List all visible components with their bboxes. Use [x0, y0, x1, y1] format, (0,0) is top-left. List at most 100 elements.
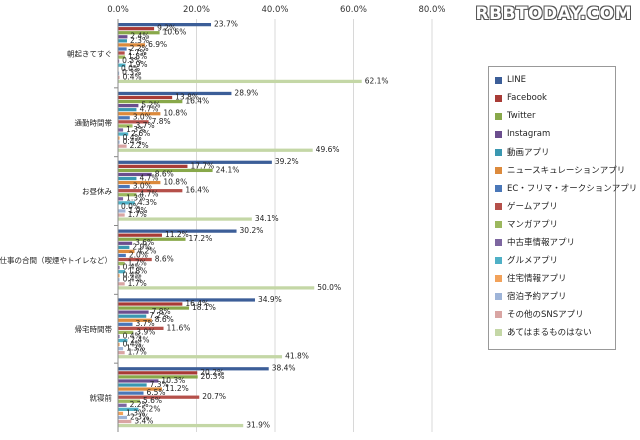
bar	[118, 342, 120, 347]
data-label: 17.2%	[189, 234, 213, 243]
data-label: 6.5%	[147, 388, 166, 397]
bar	[118, 116, 130, 120]
data-label: 1.7%	[128, 348, 147, 357]
bar	[118, 367, 269, 371]
bar	[118, 257, 152, 262]
data-label: 23.7%	[214, 20, 238, 29]
data-label: 62.1%	[365, 76, 389, 85]
data-label: 6.9%	[148, 40, 167, 49]
bar	[118, 193, 137, 197]
legend-item: ゲームアプリ	[495, 197, 615, 215]
data-label: 10.6%	[163, 28, 187, 37]
bar	[118, 241, 133, 245]
data-label: 10.8%	[163, 109, 187, 118]
data-label: 3.7%	[136, 121, 155, 130]
category-label: 通勤時間帯	[75, 117, 113, 127]
bar	[118, 355, 283, 359]
data-label: 0.4%	[123, 72, 142, 81]
bar	[118, 23, 212, 27]
data-label: 3.6%	[135, 238, 154, 247]
data-label: 28.9%	[234, 88, 258, 97]
bar	[118, 99, 183, 104]
bar	[118, 274, 120, 278]
data-label: 1.7%	[128, 259, 147, 268]
data-label: 1.8%	[128, 52, 147, 61]
bar	[118, 31, 160, 35]
category-label: 仕事の合間（喫煙やトイレなど）	[0, 255, 112, 265]
bar	[118, 35, 128, 39]
data-label: 16.4%	[185, 97, 209, 106]
bar	[118, 399, 140, 403]
data-label: 5.2%	[141, 404, 160, 413]
bar	[118, 379, 159, 383]
legend-item: Twitter	[495, 107, 615, 125]
bar	[118, 306, 190, 310]
data-label: 0.4%	[123, 275, 142, 284]
data-label: 0.4%	[123, 340, 142, 349]
data-label: 0.4%	[123, 133, 142, 142]
data-label: 1.9%	[128, 206, 147, 215]
legend-label: LINE	[507, 75, 526, 85]
data-label: 5.6%	[143, 396, 162, 405]
data-label: 0.3%	[122, 56, 141, 65]
legend-item: ニュースキュレーションアプリ	[495, 161, 625, 179]
bar	[118, 266, 120, 270]
data-label: 1.9%	[128, 60, 147, 69]
x-tick-label: 80.0%	[418, 5, 445, 15]
legend-swatch	[495, 274, 502, 282]
bar	[118, 132, 129, 136]
bar	[118, 124, 133, 128]
bar	[118, 213, 125, 217]
data-label: 34.9%	[258, 295, 282, 304]
bar	[118, 120, 149, 124]
bar	[118, 75, 120, 79]
data-label: 4.2%	[137, 246, 156, 255]
bar	[118, 334, 120, 339]
data-label: 41.8%	[285, 352, 309, 361]
category-label: 帰宅時間帯	[75, 324, 113, 334]
legend-label: Instagram	[507, 129, 551, 139]
data-label: 1.7%	[128, 48, 147, 57]
legend-swatch	[495, 256, 502, 264]
bar	[118, 112, 161, 116]
x-tick-label: 0.0%	[107, 5, 129, 15]
bar	[118, 318, 152, 322]
bar	[118, 419, 132, 424]
data-label: 1.3%	[126, 194, 145, 203]
bar	[118, 172, 152, 177]
legend-label: 中古車情報アプリ	[507, 238, 576, 248]
data-label: 3.4%	[134, 416, 153, 425]
legend-item: EC・フリマ・オークションアプリ	[495, 179, 637, 197]
bar	[118, 128, 124, 132]
bar	[118, 39, 128, 43]
data-label: 4.7%	[139, 105, 158, 114]
legend-label: ニュースキュレーションアプリ	[507, 166, 626, 176]
legend-label: あてはまるものはない	[507, 328, 592, 338]
data-label: 39.2%	[275, 157, 299, 166]
bar	[118, 233, 162, 237]
bar	[118, 91, 232, 96]
data-label: 8.6%	[155, 254, 174, 263]
legend-swatch	[495, 76, 502, 84]
data-label: 2.3%	[130, 36, 149, 45]
legend-swatch	[495, 130, 502, 138]
watermark: RBBTODAY.COM	[475, 4, 632, 24]
legend-swatch	[495, 166, 502, 174]
data-label: 31.9%	[246, 421, 270, 430]
bar	[118, 71, 120, 75]
bar	[118, 51, 125, 55]
data-label: 3.0%	[133, 182, 152, 191]
legend-swatch	[495, 94, 502, 102]
legend-label: その他のSNSアプリ	[507, 310, 584, 320]
data-label: 11.2%	[165, 384, 189, 393]
bar	[118, 47, 127, 51]
bar	[118, 249, 135, 254]
data-label: 0.3%	[122, 68, 141, 77]
bar	[118, 278, 120, 282]
category-label: 就寝前	[90, 393, 113, 403]
data-label: 2.2%	[130, 400, 149, 409]
data-label: 30.2%	[240, 226, 264, 235]
legend-swatch	[495, 148, 502, 156]
data-label: 17.7%	[190, 161, 214, 170]
